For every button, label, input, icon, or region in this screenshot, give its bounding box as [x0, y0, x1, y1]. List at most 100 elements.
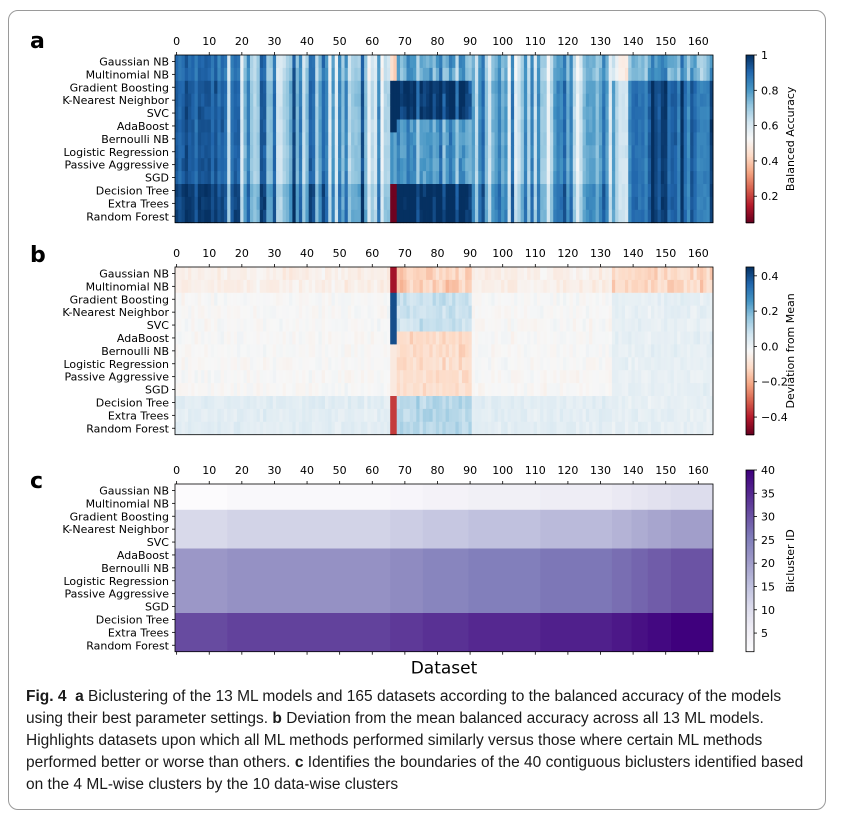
heatmap-cell — [279, 279, 283, 294]
heatmap-cell — [285, 171, 290, 185]
heatmap-cell — [602, 267, 606, 281]
heatmap-cell — [549, 196, 554, 211]
heatmap-cell — [523, 196, 528, 211]
heatmap-cell — [455, 421, 460, 436]
heatmap-cell — [344, 119, 349, 133]
bicluster-cell — [468, 613, 541, 652]
heatmap-cell — [292, 119, 297, 133]
heatmap-cell — [608, 292, 613, 307]
heatmap-cell — [269, 55, 274, 69]
heatmap-cell — [191, 370, 195, 384]
heatmap-cell — [321, 55, 326, 69]
colorbar-swatch — [746, 363, 754, 366]
heatmap-cell — [664, 119, 668, 133]
heatmap-cell — [677, 279, 681, 294]
heatmap-cell — [272, 209, 277, 224]
heatmap-cell — [465, 67, 469, 82]
heatmap-cell — [432, 344, 437, 358]
heatmap-cell — [618, 132, 623, 146]
colorbar-swatch — [746, 150, 754, 153]
heatmap-cell — [465, 408, 469, 423]
heatmap-cell — [276, 184, 280, 198]
colorbar-swatch — [746, 329, 754, 332]
heatmap-cell — [419, 145, 424, 159]
heatmap-cell — [517, 67, 522, 82]
heatmap-cell — [292, 171, 297, 185]
heatmap-cell — [305, 119, 310, 133]
heatmap-cell — [536, 344, 541, 358]
heatmap-cell — [380, 383, 385, 397]
heatmap-cell — [660, 383, 665, 397]
heatmap-cell — [377, 158, 381, 172]
heatmap-cell — [686, 383, 691, 397]
heatmap-cell — [543, 305, 548, 319]
heatmap-cell — [380, 396, 385, 410]
heatmap-cell — [386, 106, 391, 120]
heatmap-cell — [543, 279, 548, 294]
heatmap-cell — [416, 67, 420, 82]
heatmap-cell — [188, 93, 192, 107]
heatmap-cell — [497, 171, 502, 185]
x-tick-label: 90 — [463, 247, 477, 260]
heatmap-cell — [605, 209, 610, 224]
heatmap-cell — [455, 171, 460, 185]
heatmap-cell — [553, 93, 557, 107]
heatmap-cell — [523, 93, 528, 107]
heatmap-cell — [638, 279, 642, 294]
heatmap-cell — [439, 196, 443, 211]
heatmap-cell — [530, 184, 535, 198]
heatmap-cell — [563, 344, 567, 358]
axes-a: a 0 10 20 30 40 50 60 70 80 90 100 110 120 130 140 150 16… — [30, 29, 714, 223]
heatmap-cell — [223, 67, 228, 82]
heatmap-cell — [699, 292, 704, 307]
heatmap-cell — [386, 421, 391, 436]
heatmap-cell — [279, 145, 283, 159]
heatmap-cell — [328, 267, 332, 281]
heatmap-cell — [608, 279, 613, 294]
heatmap-cell — [540, 132, 544, 146]
heatmap-cell — [497, 305, 502, 319]
heatmap-cell — [523, 383, 528, 397]
heatmap-cell — [233, 318, 238, 332]
heatmap-cell — [582, 171, 587, 185]
heatmap-cell — [703, 318, 707, 332]
heatmap-cell — [243, 318, 248, 332]
heatmap-cell — [569, 292, 574, 307]
colorbar-swatch — [746, 385, 754, 388]
heatmap-cell — [360, 80, 365, 95]
heatmap-cell — [233, 267, 238, 281]
heatmap-cell — [422, 132, 427, 146]
heatmap-cell — [230, 370, 235, 384]
heatmap-cell — [465, 196, 469, 211]
heatmap-cell — [501, 331, 505, 345]
heatmap-cell — [289, 106, 293, 120]
heatmap-cell — [188, 55, 192, 69]
heatmap-cell — [305, 331, 310, 345]
heatmap-cell — [621, 93, 626, 107]
heatmap-cell — [592, 196, 597, 211]
heatmap-cell — [484, 305, 489, 319]
heatmap-cell — [201, 292, 205, 307]
heatmap-cell — [367, 305, 372, 319]
heatmap-cell — [465, 344, 469, 358]
heatmap-cell — [210, 396, 215, 410]
heatmap-cell — [351, 55, 355, 69]
heatmap-cell — [445, 209, 450, 224]
heatmap-cell — [703, 370, 707, 384]
heatmap-cell — [540, 184, 544, 198]
heatmap-cell — [517, 331, 522, 345]
heatmap-cell — [468, 357, 473, 371]
heatmap-cell — [592, 292, 597, 307]
heatmap-cell — [445, 80, 450, 95]
heatmap-cell — [175, 196, 179, 211]
heatmap-cell — [546, 318, 551, 332]
heatmap-cell — [510, 171, 515, 185]
heatmap-cell — [276, 344, 280, 358]
heatmap-cell — [651, 357, 655, 371]
heatmap-cell — [514, 132, 518, 146]
heatmap-cell — [686, 408, 691, 423]
heatmap-cell — [536, 119, 541, 133]
heatmap-cell — [634, 132, 639, 146]
heatmap-cell — [595, 171, 600, 185]
heatmap-cell — [175, 408, 179, 423]
